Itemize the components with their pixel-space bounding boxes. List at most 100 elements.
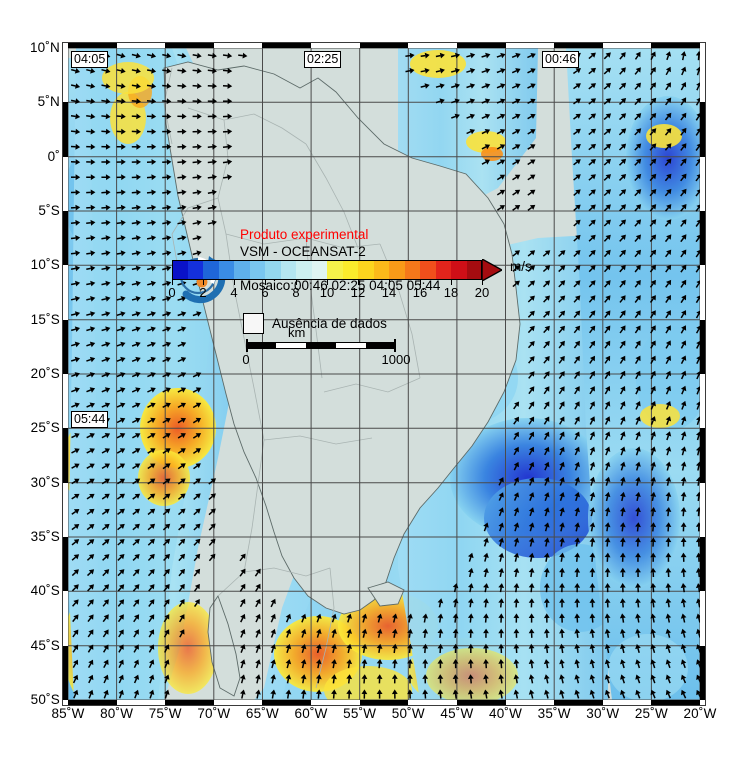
- x-axis-tick-label: 70˚W: [197, 706, 231, 721]
- y-axis-tick-label: 10˚S: [30, 257, 60, 273]
- colorbar-cell: [187, 260, 204, 280]
- frame-tick-band: [700, 482, 706, 537]
- y-axis-tick-label: 5˚S: [38, 203, 60, 218]
- frame-tick-band: [213, 700, 263, 706]
- scale-bar-start: 0: [242, 352, 250, 367]
- colorbar-tick-label: 0: [168, 285, 176, 300]
- frame-tick-band: [311, 42, 360, 48]
- colorbar-tick: [327, 280, 328, 285]
- colorbar-cell: [420, 260, 436, 280]
- frame-tick-band: [408, 42, 457, 48]
- y-axis-tick-label: 5˚N: [37, 94, 60, 110]
- frame-tick-band: [700, 428, 706, 483]
- colorbar-tick-label: 18: [443, 285, 459, 300]
- y-axis-tick-label: 20˚S: [30, 366, 60, 381]
- colorbar-cell: [280, 260, 297, 280]
- product-label: VSM - OCEANSAT-2: [240, 244, 366, 259]
- no-data-label: Ausência de dados: [272, 316, 387, 331]
- colorbar-cell: [342, 260, 359, 280]
- colorbar-tick: [482, 280, 483, 285]
- frame-tick-band: [700, 319, 706, 374]
- colorbar-tick: [420, 280, 421, 285]
- swath-time-label: 04:05: [71, 51, 109, 68]
- frame-tick-band: [700, 645, 706, 700]
- x-axis-tick-label: 60˚W: [294, 706, 328, 721]
- frame-tick-band: [602, 700, 652, 706]
- colorbar-tick: [234, 280, 235, 285]
- frame-tick-band: [700, 374, 706, 429]
- x-axis-tick-label: 25˚W: [634, 706, 668, 721]
- y-axis-tick-label: 25˚S: [30, 420, 60, 436]
- frame-tick-band: [62, 102, 68, 157]
- x-axis-tick-label: 45˚W: [440, 706, 474, 721]
- colorbar-tick: [172, 280, 173, 285]
- frame-tick-band: [651, 42, 700, 48]
- swath-time-label: 05:44: [71, 411, 109, 428]
- colorbar-cell: [435, 260, 452, 280]
- colorbar-cell: [296, 260, 312, 280]
- x-axis-tick-label: 20˚W: [683, 706, 717, 721]
- frame-tick-band: [62, 428, 68, 483]
- colorbar[interactable]: m/s 0 2 4 6 8 10 12 14 16 18 20: [168, 259, 532, 300]
- graticule-grid: [68, 48, 700, 700]
- plot-outline: [62, 42, 706, 706]
- colorbar-tick-label: 2: [199, 285, 207, 300]
- colorbar-cell: [172, 260, 188, 280]
- frame-tick-band: [62, 319, 68, 374]
- frame-tick-band: [262, 700, 312, 706]
- frame-tick-band: [456, 42, 506, 48]
- colorbar-strip: [172, 260, 483, 280]
- swath-time-label: 00:46: [542, 51, 580, 68]
- frame-tick-band: [700, 211, 706, 266]
- frame-tick-band: [62, 482, 68, 537]
- frame-tick-band: [68, 700, 117, 706]
- colorbar-tick-label: 8: [292, 285, 300, 300]
- frame-tick-band: [700, 102, 706, 157]
- colorbar-cell: [249, 260, 266, 280]
- y-axis-tick-label: 50˚S: [30, 692, 60, 707]
- y-axis-tick-label: 40˚S: [30, 583, 60, 599]
- colorbar-tick: [451, 280, 452, 285]
- colorbar-tick: [265, 280, 266, 285]
- frame-tick-band: [62, 48, 68, 103]
- frame-tick-band: [359, 42, 409, 48]
- frame-tick-band: [62, 645, 68, 700]
- frame-tick-band: [68, 42, 117, 48]
- frame-tick-band: [62, 156, 68, 211]
- frame-tick-band: [554, 42, 603, 48]
- frame-tick-band: [700, 591, 706, 646]
- wind-vector-field: [70, 51, 700, 699]
- x-axis-tick-label: 85˚W: [51, 706, 85, 721]
- frame-tick-band: [165, 42, 214, 48]
- frame-tick-band: [602, 42, 652, 48]
- colorbar-cell: [327, 260, 343, 280]
- frame-tick-band: [62, 265, 68, 320]
- colorbar-tick: [296, 280, 297, 285]
- x-axis-tick-label: 55˚W: [343, 706, 377, 721]
- x-axis-tick-label: 80˚W: [100, 706, 134, 721]
- frame-tick-band: [311, 700, 360, 706]
- frame-tick-band: [62, 211, 68, 266]
- x-axis-tick-label: 50˚W: [391, 706, 425, 721]
- frame-tick-band: [700, 537, 706, 592]
- x-axis-tick-label: 30˚W: [586, 706, 620, 721]
- colorbar-cell: [203, 260, 219, 280]
- frame-tick-band: [62, 374, 68, 429]
- y-axis-tick-label: 10˚N: [29, 40, 60, 55]
- y-axis-tick-label: 0˚: [47, 148, 60, 164]
- colorbar-tick-label: 12: [350, 285, 366, 300]
- frame-tick-band: [213, 42, 263, 48]
- y-axis-tick-label: 35˚S: [30, 529, 60, 544]
- frame-tick-band: [700, 156, 706, 211]
- frame-tick-band: [505, 42, 555, 48]
- frame-tick-band: [408, 700, 457, 706]
- colorbar-cell: [451, 260, 467, 280]
- colorbar-tick-label: 6: [261, 285, 269, 300]
- colorbar-tick: [203, 280, 204, 285]
- frame-tick-band: [554, 700, 603, 706]
- no-data-swatch: [243, 313, 264, 334]
- colorbar-cell: [311, 260, 328, 280]
- colorbar-tick-label: 20: [474, 285, 490, 300]
